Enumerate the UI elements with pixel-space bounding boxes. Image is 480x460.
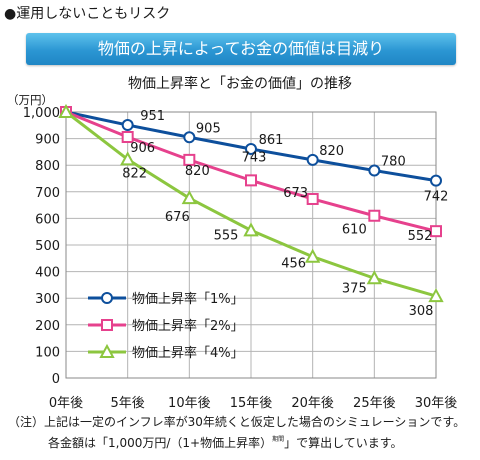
data-point [181,190,198,205]
y-tick-label: 500 [35,239,60,254]
data-label: 905 [196,121,221,136]
data-point [368,209,381,222]
data-label: 552 [408,229,433,244]
x-tick-label: 10年後 [168,396,211,411]
y-tick-label: 600 [35,212,60,227]
legend-marker [101,292,113,304]
y-tick-label: 200 [35,319,60,334]
legend-marker [99,343,115,358]
data-label: 861 [259,133,284,148]
y-tick-label: 700 [35,186,60,201]
legend-marker [101,319,113,331]
footnote-superscript: 期間 [272,436,285,443]
data-label: 610 [342,223,367,238]
data-point [58,103,74,118]
y-axis-unit-label: （万円） [7,93,53,107]
data-label: 555 [214,228,239,243]
data-label: 456 [281,257,306,272]
data-point [430,225,442,238]
y-tick-label: 800 [35,159,60,174]
data-label: 375 [342,281,367,296]
footnote-line-2-text: 各金額は「1,000万円/（1+物価上昇率） [48,436,273,450]
data-label: 742 [424,190,449,205]
footnote: （注）上記は一定のインフレ率が30年続くと仮定した場合のシミュレーションです。 … [8,414,465,452]
x-tick-label: 0年後 [49,396,83,411]
data-point [183,153,196,166]
data-label: 906 [130,141,155,156]
legend-label: 物価上昇率「1%」 [132,291,244,307]
data-label: 820 [185,164,210,179]
data-point [119,151,136,166]
data-point [245,142,257,155]
data-point [430,174,442,187]
data-label: 676 [165,210,190,225]
data-point [243,222,259,237]
legend-label: 物価上昇率「2%」 [132,318,244,334]
data-label: 951 [140,109,165,124]
y-tick-label: 900 [35,133,60,148]
section-heading: ●運用しないこともリスク [4,6,171,22]
data-point [306,153,319,166]
x-tick-label: 5年後 [111,396,145,411]
data-point [245,174,257,187]
data-point [183,131,196,144]
data-point [306,192,319,205]
data-label: 743 [242,150,267,165]
footnote-line-2-end: 」で算出しています。 [284,436,403,450]
data-point [304,248,321,263]
data-label: 673 [283,186,308,201]
x-tick-label: 25年後 [353,396,396,411]
legend-label: 物価上昇率「4%」 [132,345,244,361]
y-tick-label: 400 [35,266,60,281]
headline-banner: 物価の上昇によってお金の価値は目減り [26,33,456,65]
footnote-line-1: （注）上記は一定のインフレ率が30年続くと仮定した場合のシミュレーションです。 [8,415,466,429]
x-tick-label: 20年後 [291,396,334,411]
data-label: 780 [381,155,406,170]
y-tick-label: 100 [35,345,60,360]
chart-title: 物価上昇率と「お金の価値」の推移 [128,76,352,92]
data-point [428,287,444,303]
data-label: 308 [409,304,434,319]
y-tick-label: 0 [52,372,60,387]
data-point [121,131,134,144]
data-point [121,119,134,132]
footnote-line-2: 各金額は「1,000万円/（1+物価上昇率）期間」で算出しています。 [8,431,465,452]
x-tick-label: 15年後 [230,396,273,411]
y-tick-label: 1,000 [23,106,60,121]
data-label: 822 [122,166,147,181]
data-point [368,164,381,177]
x-tick-label: 30年後 [415,396,458,411]
plot-area-border [65,111,437,379]
y-tick-label: 300 [35,292,60,307]
data-label: 820 [319,144,344,159]
data-point [366,270,383,285]
